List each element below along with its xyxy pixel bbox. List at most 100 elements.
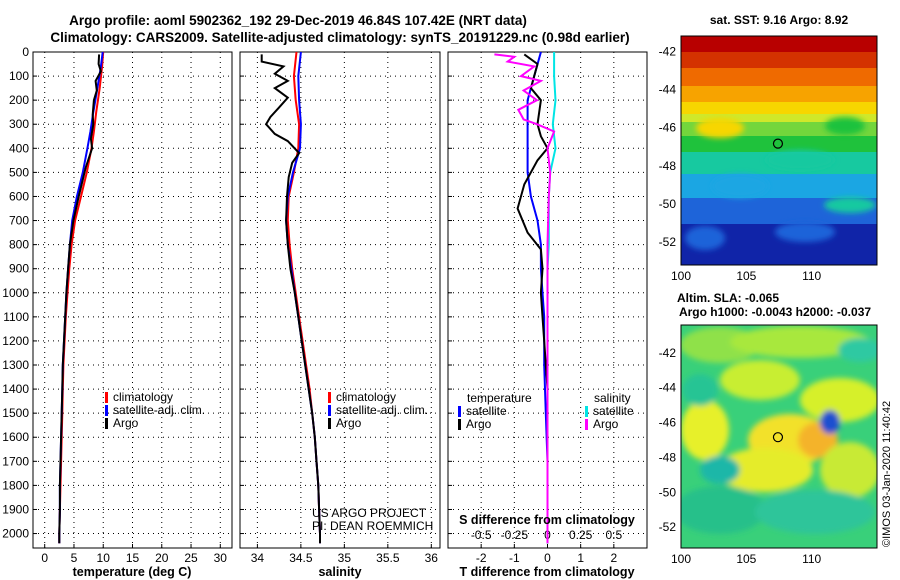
depth-tick-label: 1300: [2, 358, 29, 372]
sal-legend-swatch: [328, 418, 331, 429]
temp-xtick-label: 0: [41, 551, 48, 565]
temp-line-argo: [58, 54, 102, 544]
depth-tick-label: 200: [9, 93, 29, 107]
title-line-1: Argo profile: aoml 5902362_192 29-Dec-20…: [69, 13, 527, 28]
diff-temp-legend-label: satellite: [466, 404, 507, 418]
diff-line-salinity-argo: [494, 53, 556, 544]
temp-legend-label: Argo: [113, 416, 139, 430]
sal-xtick-label: 35: [338, 551, 352, 565]
sal-line-climatology: [286, 51, 321, 544]
depth-tick-label: 1500: [2, 406, 29, 420]
sal-annotation: PI: DEAN ROEMMICH: [312, 519, 433, 533]
sst-band: [681, 86, 877, 102]
diff-xtick-label: -1: [509, 551, 520, 565]
sal-xtick-label: 34.5: [289, 551, 313, 565]
diff-line-salinity-satellite: [546, 52, 557, 544]
temp-xlabel: temperature (deg C): [73, 565, 192, 579]
temp-legend-label: climatology: [113, 390, 173, 404]
temp-legend-swatch: [105, 405, 108, 416]
depth-tick-label: 1100: [3, 310, 29, 324]
sla-xtick-label: 110: [802, 552, 821, 566]
diff-legend-title-temperature: temperature: [467, 391, 532, 405]
temp-frame: [32, 51, 233, 549]
sla-texture-blob: [700, 456, 740, 484]
sst-texture-blob: [825, 117, 865, 135]
diff-s-tick-label: -0.5: [471, 528, 492, 542]
sal-legend-label: satellite-adj. clim.: [336, 403, 428, 417]
sla-frame: [680, 324, 878, 549]
diff-sal-legend-label: Argo: [593, 417, 619, 431]
sst-texture-blob: [775, 222, 835, 242]
sla-texture-blob: [820, 442, 877, 498]
sst-title: sat. SST: 9.16 Argo: 8.92: [710, 13, 849, 27]
depth-tick-label: 100: [9, 69, 29, 83]
diff-sal-legend-swatch: [585, 419, 588, 430]
sla-texture-blob: [730, 326, 870, 358]
diff-xtick-label: 0: [544, 551, 551, 565]
temp-xtick-label: 25: [184, 551, 198, 565]
temp-xtick-label: 5: [71, 551, 78, 565]
sst-texture-blob: [712, 174, 768, 198]
sst-ytick-label: -44: [659, 82, 677, 96]
depth-tick-label: 1900: [2, 502, 29, 516]
sal-xlabel: salinity: [318, 565, 361, 579]
sal-xtick-label: 34: [251, 551, 265, 565]
sla-texture-blob: [820, 410, 840, 434]
sla-map-texture: [681, 326, 877, 534]
diff-s-tick-label: 0.5: [605, 528, 622, 542]
sla-texture-blob: [800, 378, 877, 422]
depth-tick-label: 700: [9, 214, 29, 228]
temp-xtick-label: 15: [126, 551, 140, 565]
diff-xtick-label: -2: [476, 551, 487, 565]
sal-legend-swatch: [328, 392, 331, 403]
sal-legend-swatch: [328, 405, 331, 416]
sla-texture-blob: [838, 338, 877, 362]
diff-temp-legend-label: Argo: [466, 417, 492, 431]
sst-map-texture: [685, 117, 876, 250]
sla-argo-marker: [772, 432, 784, 443]
sst-map-image: [681, 36, 877, 265]
sst-xtick-label: 105: [736, 269, 756, 283]
diff-xtick-label: 2: [610, 551, 617, 565]
diff-top-xlabel: S difference from climatology: [459, 513, 635, 527]
sst-ytick-label: -46: [659, 121, 677, 135]
sst-texture-blob: [766, 150, 834, 170]
temp-xtick-label: 30: [214, 551, 228, 565]
sst-band: [681, 174, 877, 198]
sla-ytick-label: -46: [659, 416, 677, 430]
depth-tick-label: 1600: [2, 430, 29, 444]
depth-tick-label: 300: [9, 117, 29, 131]
title-line-2: Climatology: CARS2009. Satellite-adjuste…: [50, 30, 629, 45]
sal-legend-label: Argo: [336, 416, 362, 430]
sst-band: [681, 36, 877, 52]
sst-ytick-label: -50: [659, 197, 677, 211]
footer-credit: ©IMOS 03-Jan-2020 11:40:42: [881, 401, 893, 547]
depth-tick-label: 1700: [2, 454, 29, 468]
sla-xtick-label: 100: [671, 552, 691, 566]
diff-temp-legend-swatch: [458, 406, 461, 417]
temp-legend-swatch: [105, 392, 108, 403]
temp-legend-swatch: [105, 418, 108, 429]
sal-xtick-label: 35.5: [376, 551, 400, 565]
sal-line-satellite-adj-clim-: [285, 51, 321, 544]
sla-ytick-label: -52: [659, 520, 677, 534]
depth-tick-label: 400: [9, 141, 29, 155]
sla-ytick-label: -48: [659, 450, 677, 464]
depth-tick-label: 1200: [2, 334, 29, 348]
sst-texture-blob: [696, 118, 744, 138]
temp-xtick-label: 20: [155, 551, 169, 565]
sal-xtick-label: 36: [425, 551, 439, 565]
depth-tick-label: 800: [9, 238, 29, 252]
diff-temp-legend-swatch: [458, 419, 461, 430]
depth-tick-label: 500: [9, 165, 29, 179]
sla-texture-blob: [755, 490, 875, 534]
sla-texture-blob: [717, 448, 813, 492]
diff-line-temperature-satellite: [526, 51, 549, 544]
sst-band: [681, 102, 877, 114]
sal-frame: [239, 51, 441, 549]
diff-s-tick-label: -0.25: [501, 528, 529, 542]
sst-frame: [680, 35, 878, 266]
sst-texture-blob: [824, 197, 876, 213]
sla-xtick-label: 105: [736, 552, 756, 566]
depth-tick-label: 600: [9, 189, 29, 203]
